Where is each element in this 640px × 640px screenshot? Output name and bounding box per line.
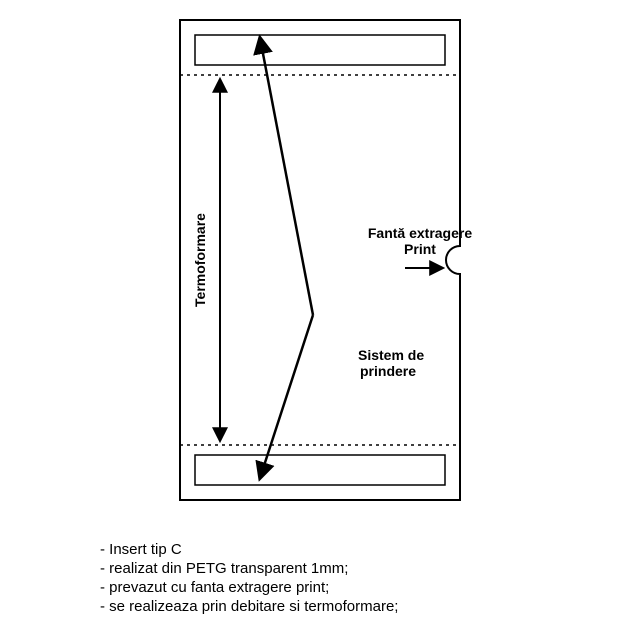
caption-line: - se realizeaza prin debitare si termofo…: [100, 597, 398, 616]
label-fanta-line1: Fantă extragere: [368, 225, 472, 241]
label-sistem-line1: Sistem de: [358, 347, 424, 363]
label-fanta-line2: Print: [404, 241, 436, 257]
label-sistem-line2: prindere: [360, 363, 416, 379]
leader-line-bottom: [260, 315, 313, 478]
caption-line: - prevazut cu fanta extragere print;: [100, 578, 398, 597]
caption-block: - Insert tip C- realizat din PETG transp…: [100, 540, 398, 616]
outer-rect: [180, 20, 460, 500]
caption-line: - realizat din PETG transparent 1mm;: [100, 559, 398, 578]
caption-line: - Insert tip C: [100, 540, 398, 559]
top-slot: [195, 35, 445, 65]
bottom-slot: [195, 455, 445, 485]
label-termoformare: Termoformare: [192, 213, 208, 307]
leader-line-top: [260, 38, 313, 315]
